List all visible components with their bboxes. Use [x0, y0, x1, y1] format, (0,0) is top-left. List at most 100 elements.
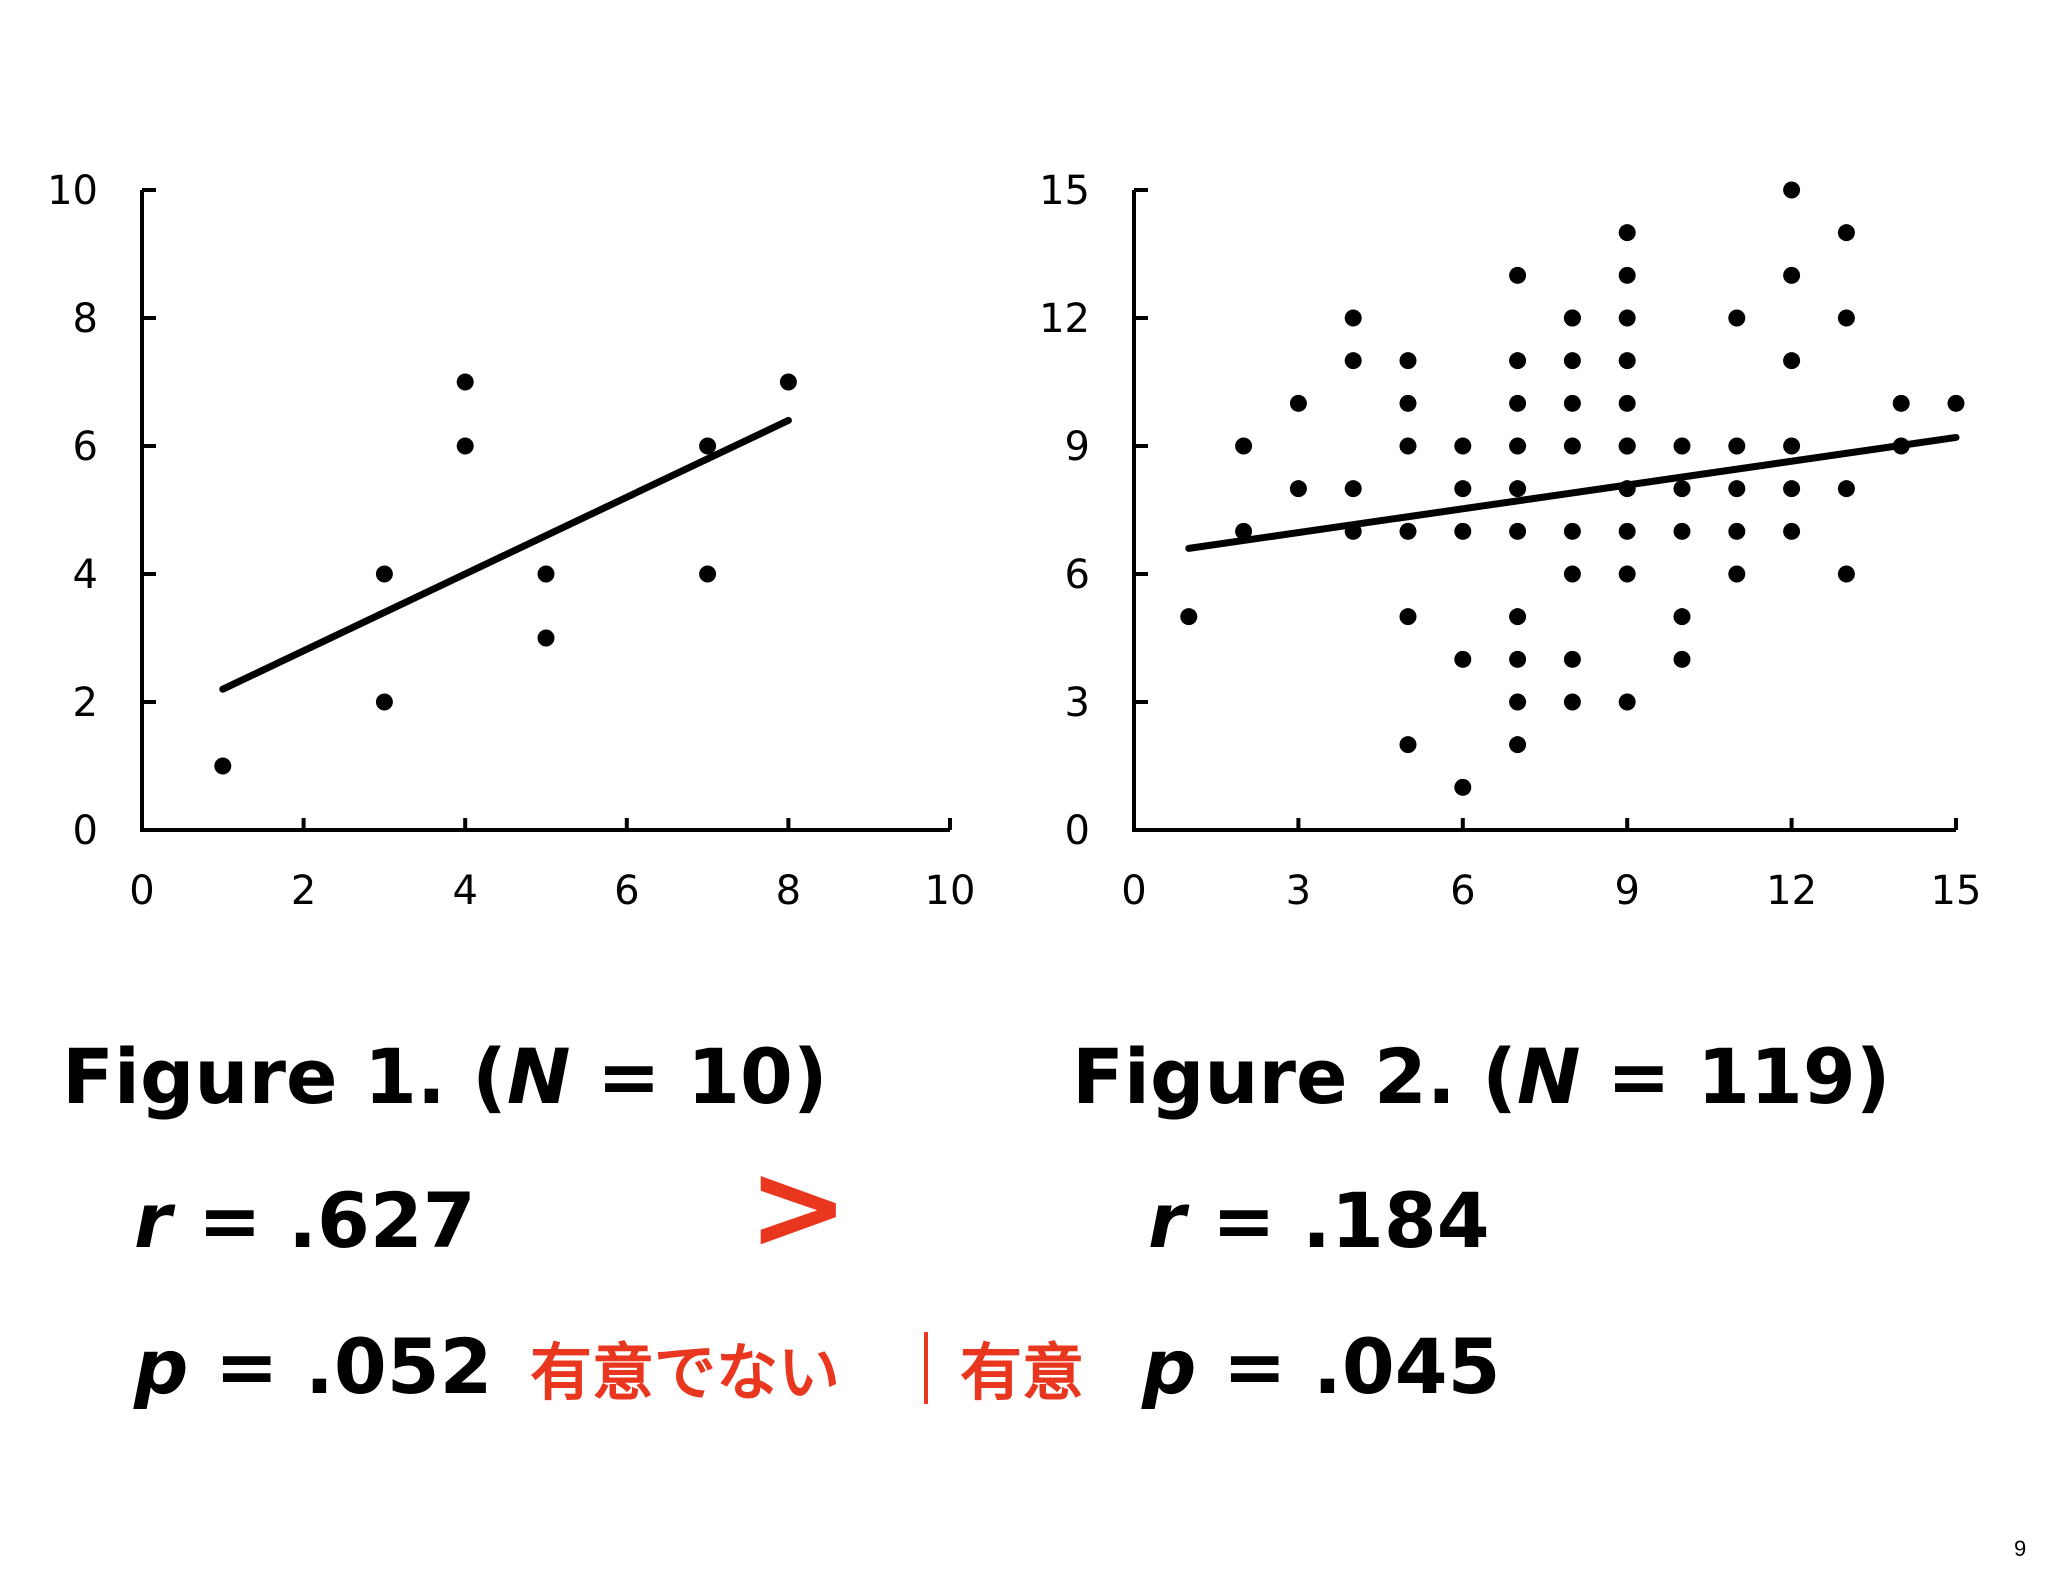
data-point	[1563, 394, 1581, 412]
page-number: 9	[2014, 1536, 2027, 1561]
data-point	[1509, 522, 1527, 540]
p-var-2: p	[1142, 1322, 1197, 1411]
figure-2-n-var: N	[1516, 1032, 1581, 1121]
y-tick-label: 2	[73, 680, 98, 726]
figure-2-label: Figure 2. (	[1072, 1032, 1517, 1121]
data-point	[1509, 736, 1527, 754]
data-point	[1783, 352, 1801, 370]
data-point	[375, 693, 393, 711]
x-tick-label: 15	[1931, 868, 1982, 914]
data-point	[1618, 394, 1636, 412]
data-point	[1509, 608, 1527, 626]
data-point	[456, 373, 474, 391]
data-point	[1509, 266, 1527, 284]
data-point	[1344, 522, 1362, 540]
data-point	[456, 437, 474, 455]
figure-2-title: Figure 2. (N = 119)	[1072, 1032, 1891, 1121]
data-point	[1563, 352, 1581, 370]
data-point	[1454, 650, 1472, 668]
data-point	[1783, 266, 1801, 284]
y-tick-label: 6	[73, 424, 98, 470]
data-point	[1563, 522, 1581, 540]
data-point	[1399, 608, 1417, 626]
not-significant-label: 有意でない	[530, 1336, 841, 1409]
data-point	[1289, 394, 1307, 412]
figure-1-label: Figure 1. (	[62, 1032, 507, 1121]
r-var-2: r	[1148, 1176, 1186, 1265]
x-tick-label: 2	[291, 868, 316, 914]
data-point	[1673, 608, 1691, 626]
data-point	[1563, 693, 1581, 711]
data-point	[1673, 437, 1691, 455]
figure-1-n-var: N	[506, 1032, 571, 1121]
data-point	[1509, 352, 1527, 370]
data-point	[1728, 522, 1746, 540]
data-point	[1837, 565, 1855, 583]
data-point	[1454, 437, 1472, 455]
data-point	[1509, 394, 1527, 412]
data-point	[1563, 309, 1581, 327]
data-point	[1618, 693, 1636, 711]
data-point	[1235, 437, 1253, 455]
x-tick-label: 6	[1450, 868, 1475, 914]
y-tick-label: 15	[1039, 168, 1090, 214]
data-point	[1509, 650, 1527, 668]
data-point	[699, 437, 717, 455]
data-point	[1673, 650, 1691, 668]
x-tick-label: 10	[925, 868, 976, 914]
x-tick-label: 9	[1614, 868, 1639, 914]
data-point	[1618, 266, 1636, 284]
data-point	[1947, 394, 1965, 412]
y-tick-label: 6	[1065, 552, 1090, 598]
data-point	[1618, 224, 1636, 242]
data-point	[1563, 437, 1581, 455]
data-point	[1618, 309, 1636, 327]
data-point	[1618, 480, 1636, 498]
data-point	[1454, 522, 1472, 540]
data-point	[1783, 522, 1801, 540]
x-tick-label: 12	[1766, 868, 1817, 914]
data-point	[1509, 437, 1527, 455]
figure-2-n: = 119)	[1580, 1032, 1891, 1121]
r-value-2: r = .184	[1148, 1176, 1490, 1265]
y-tick-label: 4	[73, 552, 98, 598]
data-point	[1892, 394, 1910, 412]
x-tick-label: 8	[776, 868, 801, 914]
separator	[924, 1332, 928, 1404]
r-number-1: = .627	[171, 1176, 476, 1265]
data-point	[1180, 608, 1198, 626]
data-point	[1399, 394, 1417, 412]
data-point	[699, 565, 717, 583]
y-tick-label: 0	[73, 808, 98, 854]
trend-line	[219, 416, 792, 693]
data-point	[1563, 650, 1581, 668]
data-point	[1728, 480, 1746, 498]
data-point	[1399, 522, 1417, 540]
p-var-1: p	[134, 1322, 189, 1411]
y-tick-label: 8	[73, 296, 98, 342]
p-number-2: = .045	[1196, 1322, 1501, 1411]
significant-label: 有意	[960, 1336, 1085, 1409]
scatter-chart-1: 0 2 4 6 8 10 0 2 4 6 8 10	[47, 168, 976, 914]
data-point	[1344, 352, 1362, 370]
data-point	[1673, 522, 1691, 540]
data-point	[1399, 736, 1417, 754]
data-point	[1783, 181, 1801, 199]
r-var-1: r	[134, 1176, 172, 1265]
p-number-1: = .052	[188, 1322, 493, 1411]
data-point	[1399, 352, 1417, 370]
data-point	[1509, 693, 1527, 711]
x-tick-label: 4	[452, 868, 477, 914]
data-point	[1563, 565, 1581, 583]
data-point	[1509, 480, 1527, 498]
data-point	[779, 373, 797, 391]
data-point	[1783, 437, 1801, 455]
data-point	[1344, 480, 1362, 498]
data-point	[1454, 480, 1472, 498]
data-point	[1728, 565, 1746, 583]
figure-1-n: = 10)	[570, 1032, 828, 1121]
data-point	[537, 629, 555, 647]
data-point	[1728, 309, 1746, 327]
data-point	[1892, 437, 1910, 455]
data-point	[1673, 480, 1691, 498]
